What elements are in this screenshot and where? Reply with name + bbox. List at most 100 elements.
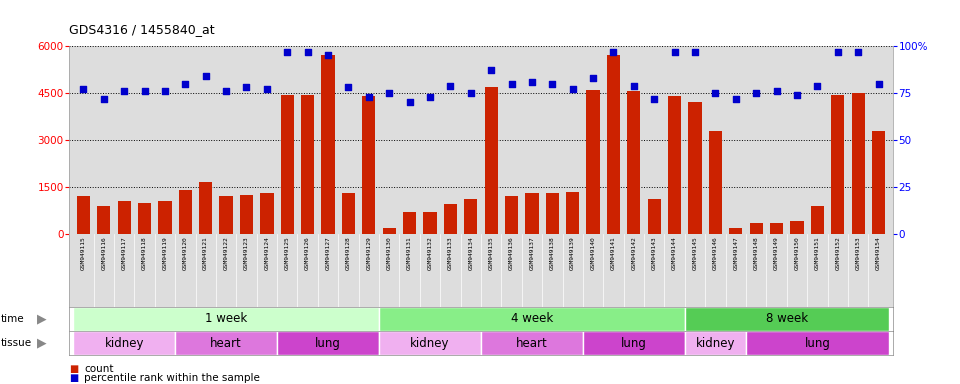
Bar (566, 192, 579, 234)
Text: time: time (1, 314, 25, 324)
Point (137, 88, 153, 94)
Text: GSM949118: GSM949118 (142, 236, 147, 270)
Bar (138, 203, 151, 234)
Text: GSM949115: GSM949115 (81, 236, 85, 270)
Point (321, 52, 336, 58)
Bar (525, 193, 539, 234)
Point (259, 86, 275, 92)
Bar (117, 201, 131, 234)
Text: kidney: kidney (105, 337, 144, 349)
Text: 8 week: 8 week (766, 313, 808, 325)
Text: tissue: tissue (1, 338, 32, 348)
Bar (73, 331, 175, 355)
Text: 1 week: 1 week (205, 313, 248, 325)
Bar (280, 94, 294, 234)
Text: GSM949116: GSM949116 (101, 236, 107, 270)
Bar (607, 55, 620, 234)
Text: GSM949142: GSM949142 (632, 236, 636, 270)
Text: GSM949125: GSM949125 (285, 236, 290, 270)
Bar (199, 182, 212, 234)
Bar (481, 331, 583, 355)
Text: ▶: ▶ (36, 313, 46, 325)
Point (830, 49, 846, 55)
Bar (97, 206, 110, 234)
Point (586, 75, 601, 81)
Text: GSM949128: GSM949128 (346, 236, 351, 270)
Point (422, 94, 438, 100)
Bar (770, 223, 783, 234)
Bar (668, 96, 682, 234)
Point (116, 88, 132, 94)
Point (219, 88, 234, 94)
Text: GSM949145: GSM949145 (692, 236, 698, 270)
Point (157, 88, 173, 94)
Text: GSM949126: GSM949126 (305, 236, 310, 270)
Point (239, 84, 254, 91)
Text: GSM949124: GSM949124 (264, 236, 270, 270)
Text: lung: lung (621, 337, 647, 349)
Text: GSM949123: GSM949123 (244, 236, 249, 270)
Bar (77, 196, 90, 234)
Text: GSM949132: GSM949132 (427, 236, 433, 270)
Bar (485, 87, 498, 234)
Bar (627, 91, 640, 234)
Bar (708, 131, 722, 234)
Text: GDS4316 / 1455840_at: GDS4316 / 1455840_at (69, 23, 215, 36)
Point (361, 94, 376, 100)
Point (178, 81, 193, 87)
Point (524, 79, 540, 85)
Text: GSM949136: GSM949136 (509, 236, 514, 270)
Bar (73, 307, 379, 331)
Text: GSM949141: GSM949141 (611, 236, 616, 270)
Text: GSM949140: GSM949140 (590, 236, 595, 270)
Bar (403, 212, 417, 234)
Text: GSM949119: GSM949119 (162, 236, 167, 270)
Bar (750, 223, 763, 234)
Point (76, 86, 91, 92)
Point (606, 49, 621, 55)
Bar (648, 199, 660, 234)
Bar (220, 196, 232, 234)
Bar (342, 193, 355, 234)
Text: GSM949143: GSM949143 (652, 236, 657, 270)
Text: GSM949134: GSM949134 (468, 236, 473, 270)
Bar (444, 204, 457, 234)
Text: GSM949151: GSM949151 (815, 236, 820, 270)
Bar (379, 307, 684, 331)
Bar (746, 331, 889, 355)
Text: GSM949129: GSM949129 (367, 236, 372, 270)
Text: GSM949122: GSM949122 (224, 236, 228, 270)
Point (279, 49, 295, 55)
Text: GSM949117: GSM949117 (122, 236, 127, 270)
Point (851, 49, 866, 55)
Text: GSM949153: GSM949153 (855, 236, 861, 270)
Point (667, 49, 683, 55)
Bar (811, 206, 824, 234)
Point (381, 90, 396, 96)
Text: lung: lung (804, 337, 830, 349)
Text: percentile rank within the sample: percentile rank within the sample (84, 373, 260, 383)
Bar (362, 96, 375, 234)
Point (443, 83, 458, 89)
Point (708, 90, 723, 96)
Text: GSM949121: GSM949121 (204, 236, 208, 270)
Text: GSM949148: GSM949148 (754, 236, 758, 270)
Text: GSM949127: GSM949127 (325, 236, 330, 270)
Text: GSM949152: GSM949152 (835, 236, 840, 270)
Bar (831, 94, 845, 234)
Point (341, 84, 356, 91)
Text: GSM949139: GSM949139 (570, 236, 575, 270)
Bar (277, 331, 379, 355)
Bar (684, 331, 746, 355)
Point (749, 90, 764, 96)
Text: ■: ■ (69, 364, 79, 374)
Text: heart: heart (516, 337, 548, 349)
Bar (545, 193, 559, 234)
Point (626, 83, 641, 89)
Text: ■: ■ (69, 373, 79, 383)
Bar (423, 212, 437, 234)
Point (198, 73, 213, 79)
Point (565, 86, 581, 92)
Bar (684, 307, 889, 331)
Bar (872, 131, 885, 234)
